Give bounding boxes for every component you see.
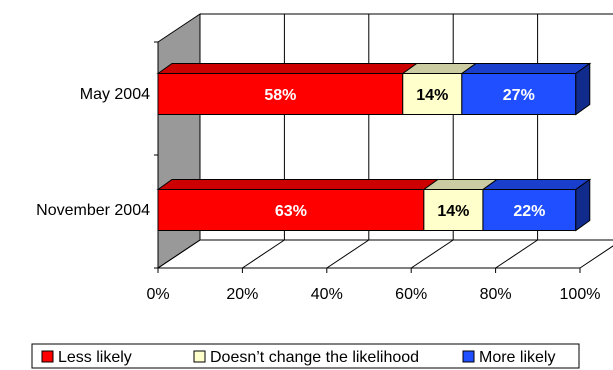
legend-swatch — [41, 350, 54, 363]
x-tick-label: 20% — [226, 286, 258, 303]
bar-segment — [423, 189, 484, 231]
bar-segment — [402, 73, 463, 115]
bar-top-face — [481, 179, 592, 190]
category-label: May 2004 — [80, 86, 150, 103]
category-label: November 2004 — [36, 202, 150, 219]
floor-gridline — [579, 245, 613, 269]
bar-end-face — [575, 178, 591, 232]
floor-gridline — [157, 239, 201, 269]
bar-segment — [157, 73, 404, 115]
floor-gridline — [326, 239, 370, 269]
legend-label: Doesn’t change the likelihood — [210, 349, 419, 366]
bar-segment — [157, 189, 425, 231]
legend-box — [31, 343, 580, 369]
bar-top-face — [156, 179, 440, 190]
data-label: 14% — [437, 203, 469, 220]
bar-top-face — [156, 63, 419, 74]
data-label: 58% — [264, 87, 296, 104]
legend-label: Less likely — [58, 349, 132, 366]
data-label: 27% — [503, 87, 535, 104]
x-tick-label: 100% — [560, 286, 601, 303]
data-label: 22% — [513, 203, 545, 220]
bar-segment — [482, 189, 577, 231]
data-label: 14% — [416, 87, 448, 104]
x-tick-label: 80% — [480, 286, 512, 303]
bar-end-face — [575, 62, 591, 116]
floor-gridline — [495, 239, 538, 269]
bar-top-face — [460, 63, 592, 74]
bar-segment — [461, 73, 577, 115]
data-label: 63% — [275, 203, 307, 220]
x-tick-label: 40% — [311, 286, 343, 303]
x-tick-label: 60% — [395, 286, 427, 303]
legend-label: More likely — [479, 349, 555, 366]
legend-swatch — [462, 350, 475, 363]
legend-swatch — [193, 350, 206, 363]
x-tick-label: 0% — [146, 286, 169, 303]
floor-gridline — [410, 239, 454, 269]
floor-gridline — [242, 239, 285, 269]
